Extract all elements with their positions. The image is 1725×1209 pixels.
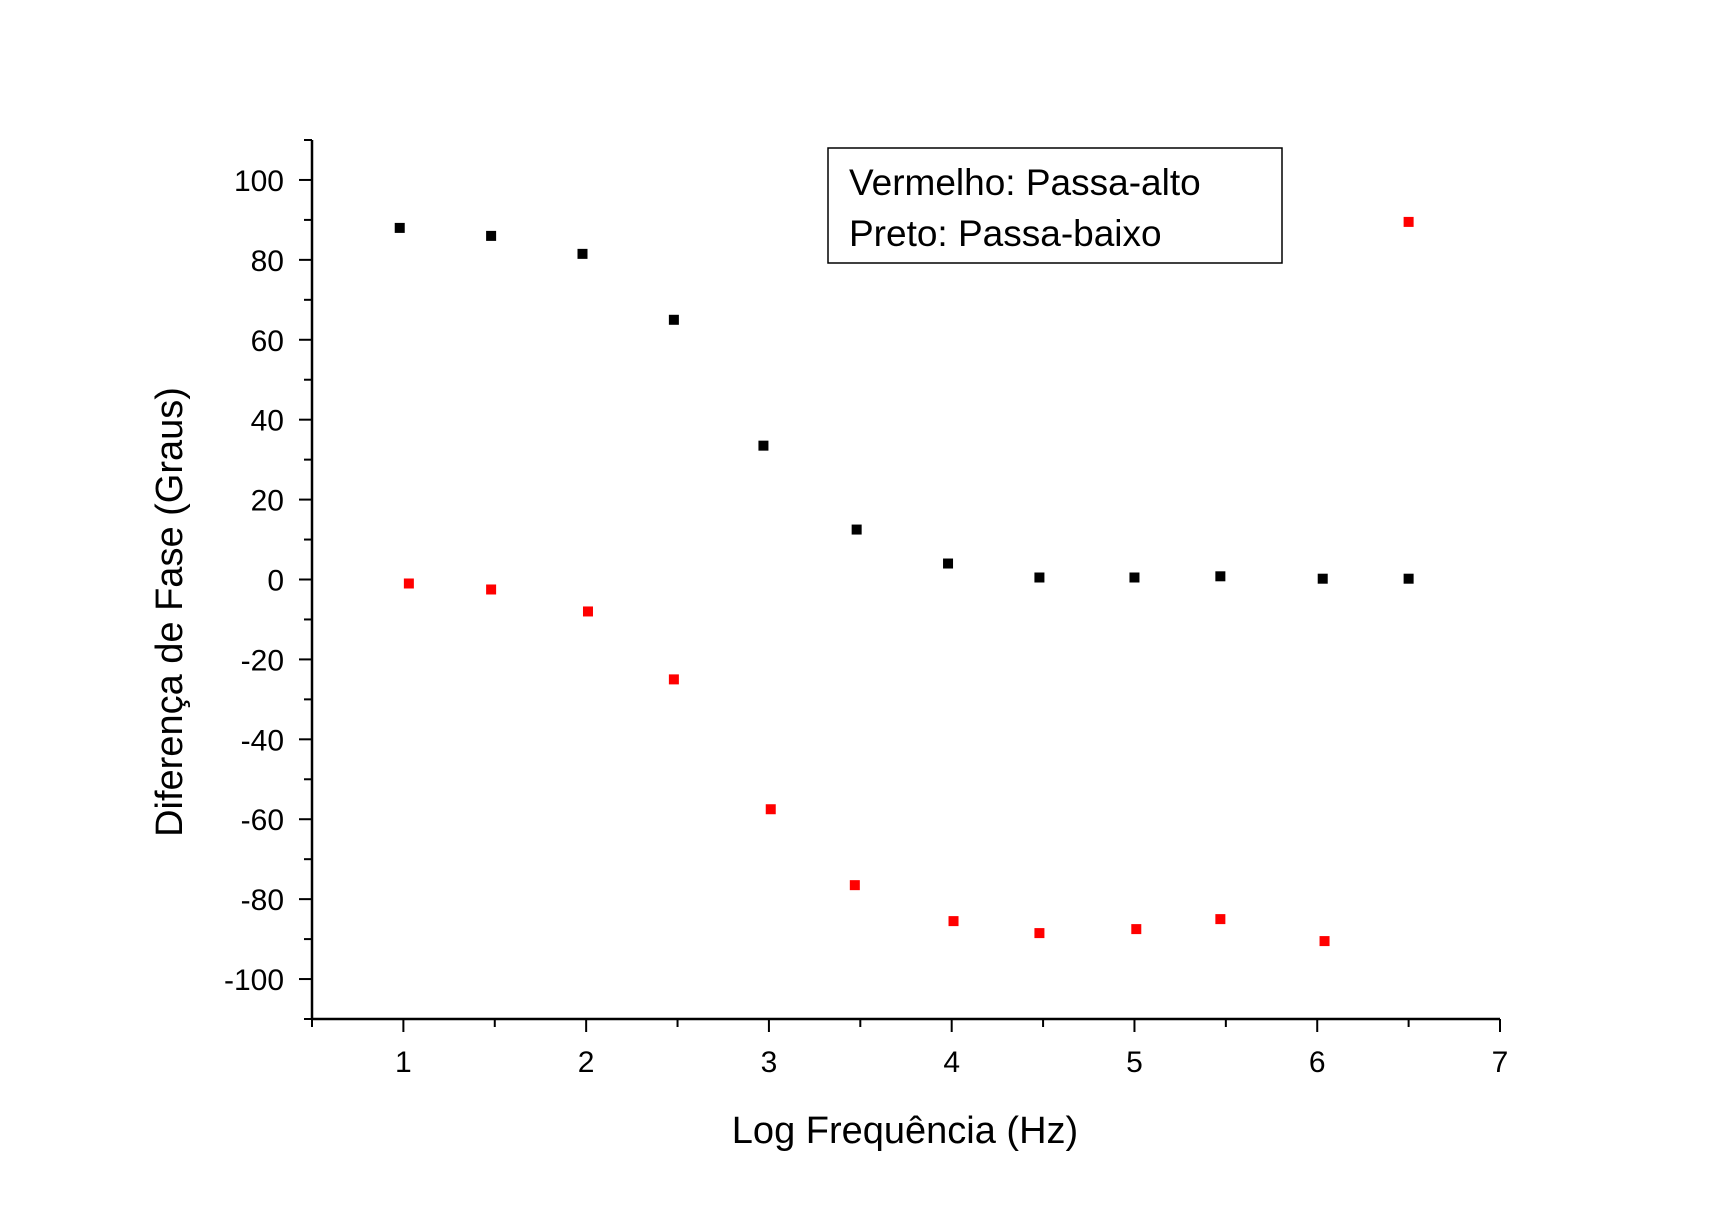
y-tick-label: 0 [267,565,284,598]
data-point-series-0 [1034,572,1045,583]
data-point-series-0 [486,230,497,241]
legend-box [827,147,1283,264]
data-point-series-0 [668,314,679,325]
x-axis-title: Log Frequência (Hz) [732,1110,1078,1152]
data-point-series-1 [1034,928,1045,939]
data-point-series-0 [577,248,588,259]
data-point-series-1 [1403,216,1414,227]
legend: Vermelho: Passa-alto Preto: Passa-baixo [827,147,1283,264]
data-point-series-1 [403,578,414,589]
x-tick-label: 4 [943,1046,960,1079]
tick-labels: 1 2 3 4 5 6 7 100 80 60 40 20 0 -20 -40 -60 -80 -100 [224,165,1508,1079]
data-point-series-0 [1129,572,1140,583]
y-tick-label: 20 [251,485,284,518]
data-point-series-1 [582,606,593,617]
data-point-series-1 [668,674,679,685]
x-tick-label: 6 [1309,1046,1326,1079]
ticks [299,139,1501,1032]
data-point-series-0 [1403,573,1414,584]
y-tick-label: -20 [241,644,284,677]
y-tick-label: 80 [251,245,284,278]
y-tick-label: -40 [241,724,284,757]
data-points [394,216,1414,947]
y-tick-label: 100 [234,165,284,198]
data-point-series-0 [943,558,954,569]
data-point-series-1 [1319,936,1330,947]
y-tick-label: -80 [241,884,284,917]
data-point-series-0 [758,440,769,451]
x-tick-label: 7 [1492,1046,1509,1079]
data-point-series-0 [1317,573,1328,584]
x-tick-label: 2 [578,1046,595,1079]
y-tick-label: 60 [251,325,284,358]
y-tick-label: -60 [241,804,284,837]
x-tick-label: 1 [395,1046,412,1079]
data-point-series-1 [1131,924,1142,935]
x-tick-label: 3 [761,1046,778,1079]
data-point-series-0 [1215,571,1226,582]
legend-line-red: Vermelho: Passa-alto [849,162,1201,203]
y-tick-label: -100 [224,964,284,997]
data-point-series-1 [1215,914,1226,925]
y-axis-title: Diferença de Fase (Graus) [149,387,191,837]
x-tick-label: 5 [1126,1046,1143,1079]
data-point-series-1 [765,804,776,815]
data-point-series-1 [849,880,860,891]
data-point-series-0 [394,222,405,233]
legend-line-black: Preto: Passa-baixo [849,213,1162,254]
data-point-series-1 [486,584,497,595]
y-tick-label: 40 [251,405,284,438]
data-point-series-1 [948,916,959,927]
data-point-series-0 [851,524,862,535]
